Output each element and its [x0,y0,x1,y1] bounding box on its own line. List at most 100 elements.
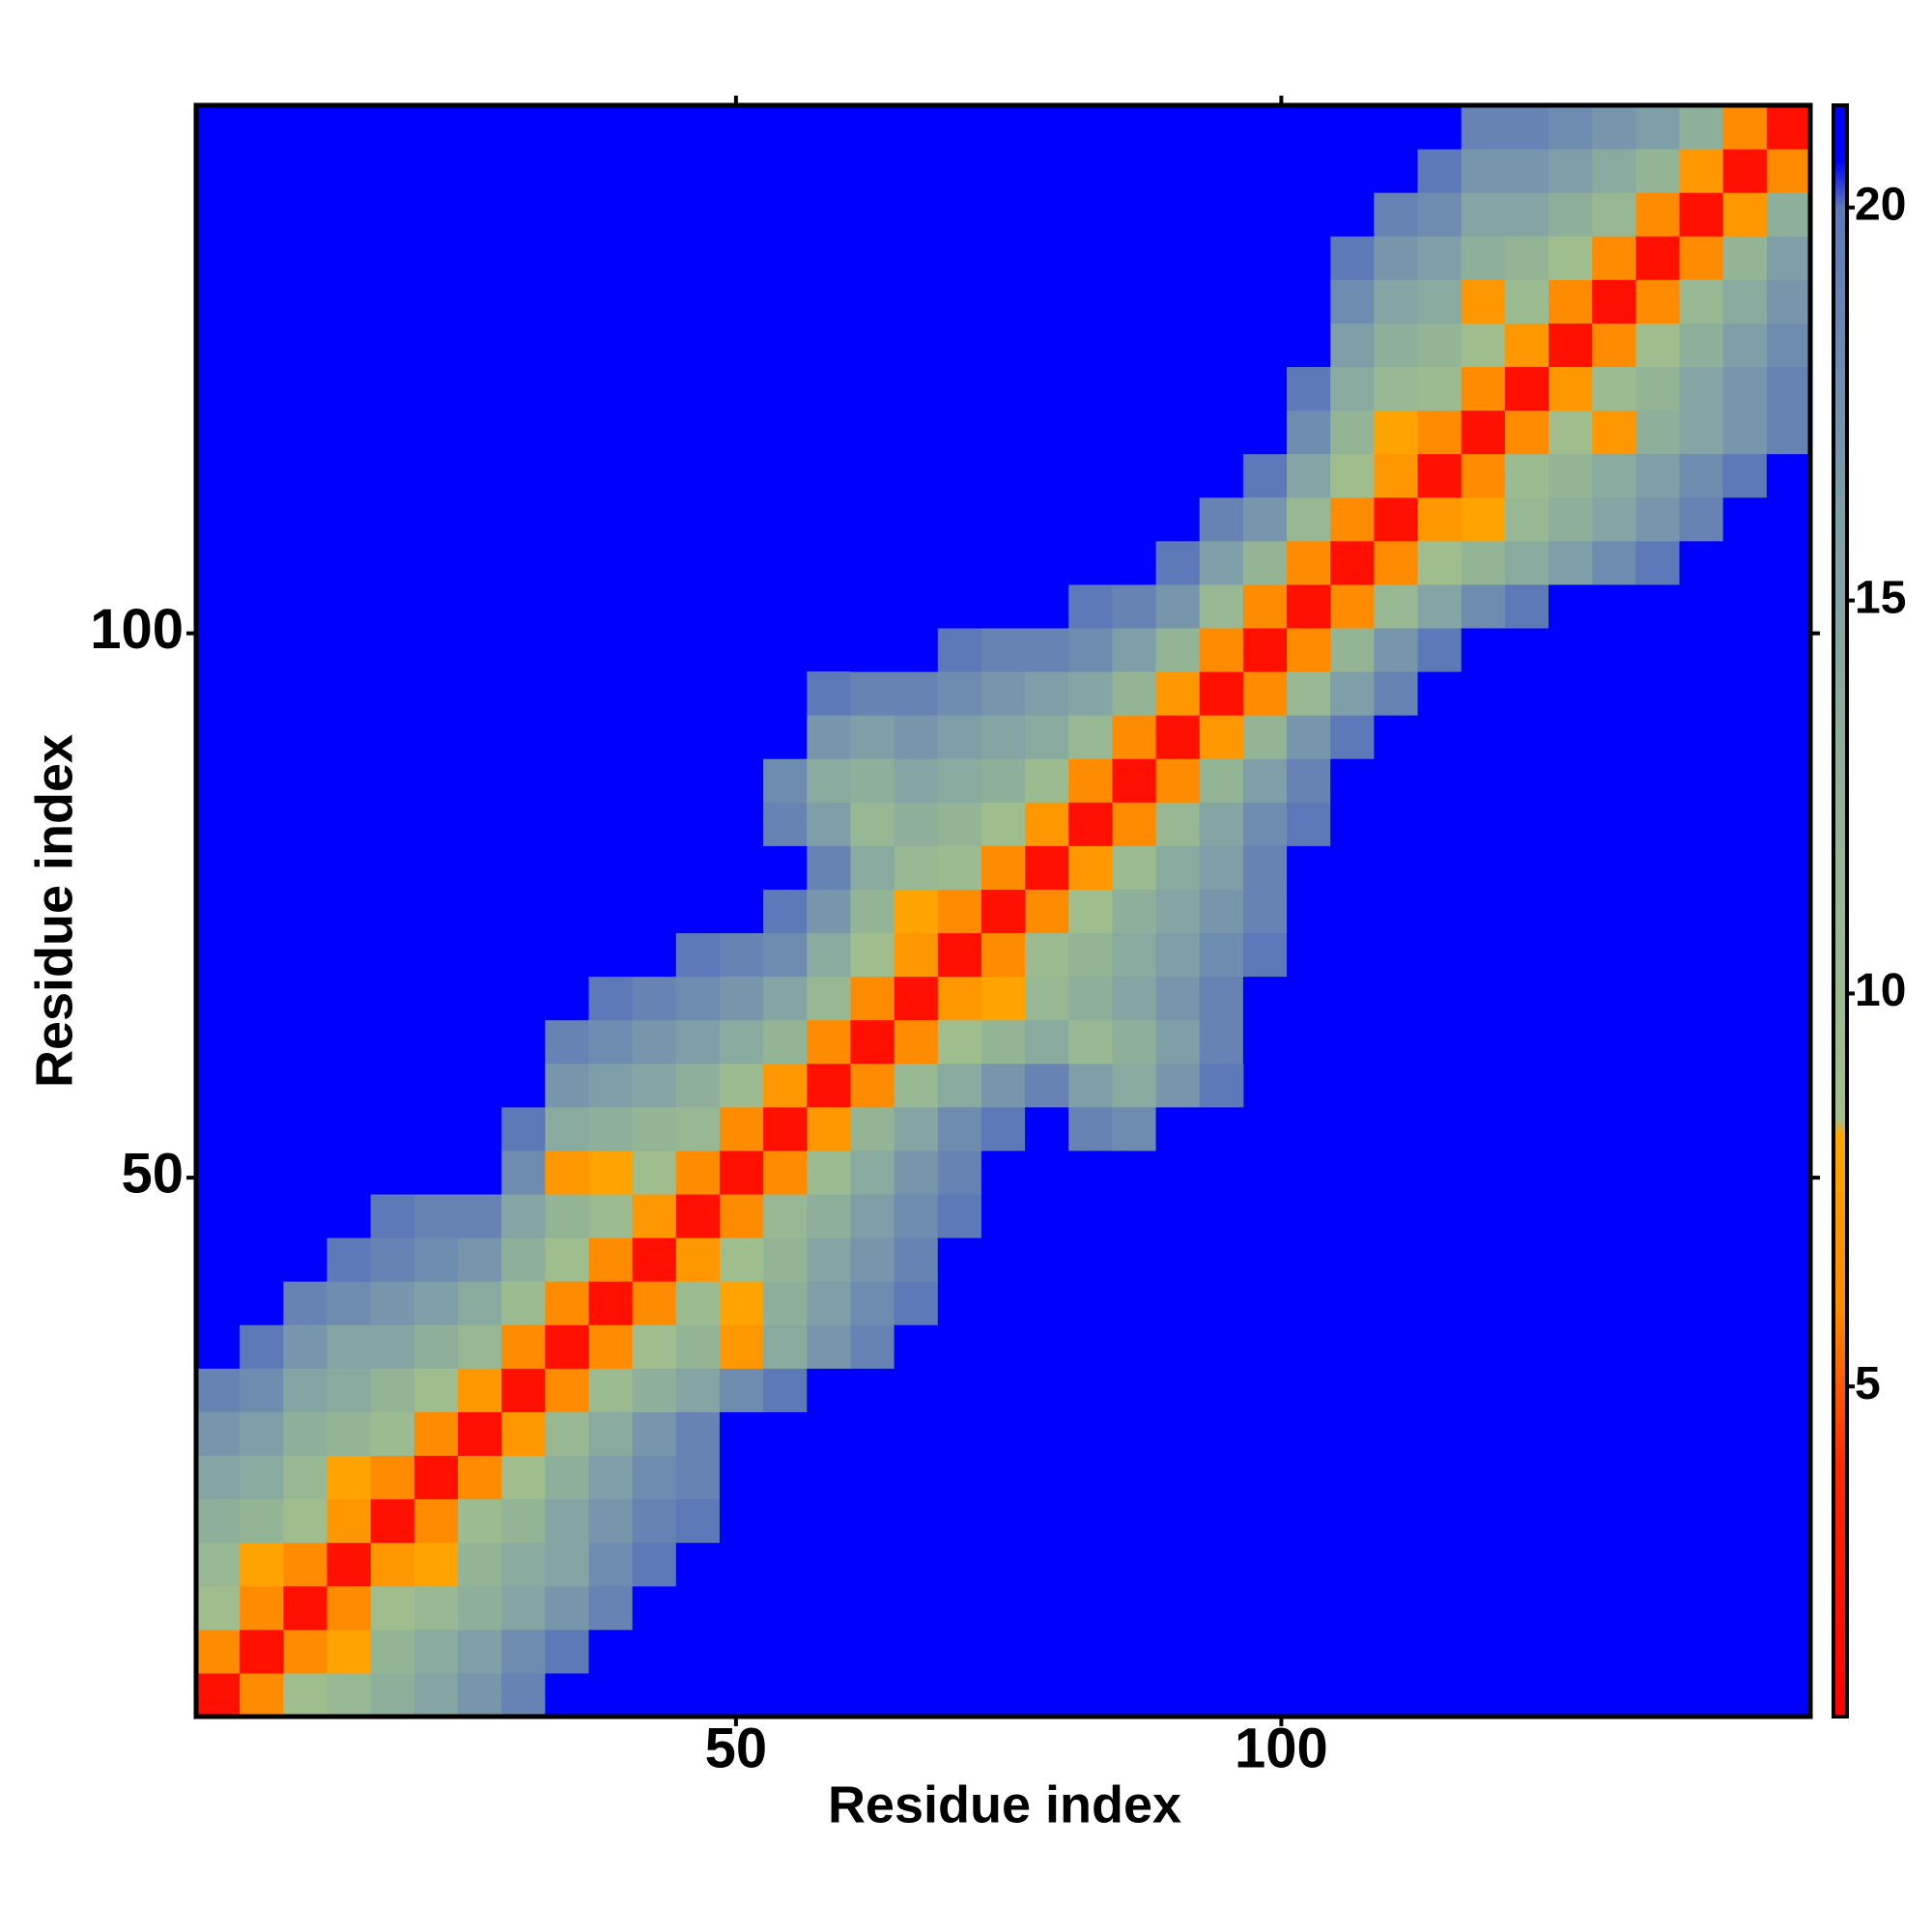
heatmap-cell [1374,149,1419,193]
heatmap-cell [937,1019,982,1065]
heatmap-cell [1592,453,1636,498]
heatmap-cell [1722,453,1768,498]
heatmap-cell [1287,540,1331,585]
heatmap-cell [370,1150,415,1195]
heatmap-cell [763,889,808,934]
heatmap-cell [632,976,677,1021]
heatmap-cell [1374,627,1419,672]
heatmap-cell [719,889,764,934]
heatmap-cell [1461,192,1506,237]
heatmap-cell [807,932,851,978]
heatmap-cell [1242,715,1288,759]
heatmap-cell [1155,845,1201,890]
heatmap-cell [894,1150,939,1195]
heatmap-cell [240,1368,284,1412]
heatmap-cell [1548,627,1593,672]
heatmap-cell [1374,802,1419,846]
heatmap-cell [807,976,851,1021]
heatmap-cell [1461,802,1506,846]
heatmap-cell [1025,932,1069,978]
heatmap-cell [1766,366,1811,412]
heatmap-cell [1374,671,1419,716]
heatmap-cell [1417,453,1463,498]
heatmap-cell [1199,497,1244,542]
heatmap-cell [1155,976,1201,1021]
heatmap-cell [850,1411,895,1457]
heatmap-cell [1287,671,1331,716]
heatmap-cell [1112,627,1157,672]
heatmap-cell [1068,715,1113,759]
heatmap-cell [1592,627,1636,672]
heatmap-cell [937,845,982,890]
heatmap-cell [1766,323,1811,367]
heatmap-cell [719,1237,764,1282]
heatmap-cell [1242,453,1288,498]
heatmap-cell [1374,105,1419,150]
heatmap-cell [1504,236,1549,280]
heatmap-cell [1155,627,1201,672]
heatmap-cell [196,1368,241,1412]
heatmap-cell [1025,1019,1069,1065]
heatmap-cell [588,1455,634,1500]
heatmap-cell [1504,540,1549,585]
heatmap-cell [1287,627,1331,672]
heatmap-cell [413,1498,459,1544]
heatmap-cell [1722,410,1768,455]
heatmap-cell [1199,932,1244,978]
heatmap-cell [370,1629,415,1674]
heatmap-cell [457,1498,502,1544]
heatmap-cell [719,1324,764,1369]
heatmap-cell [1461,323,1506,367]
heatmap-cell [894,583,939,629]
heatmap-cell [1199,671,1244,716]
heatmap-cell [501,1672,546,1718]
heatmap-cell [1635,279,1681,324]
heatmap-cell [1592,540,1636,585]
heatmap-cell [1548,279,1593,324]
heatmap-cell [1025,583,1069,629]
heatmap-cell [1287,889,1331,934]
heatmap-cell [632,1629,677,1674]
heatmap-cell [1155,671,1201,716]
heatmap-cell [370,1368,415,1412]
heatmap-cell [937,540,982,585]
heatmap-cell [196,1455,241,1500]
heatmap-cell [675,1542,721,1587]
heatmap-cell [1417,627,1463,672]
heatmap-cell [894,758,939,803]
heatmap-cell [1635,540,1681,585]
heatmap-cell [1592,366,1636,412]
heatmap-cell [1504,410,1549,455]
heatmap-cell [501,1542,546,1587]
heatmap-cell [413,1411,459,1457]
heatmap-cell [850,1324,895,1369]
heatmap-cell [1242,236,1288,280]
heatmap-cell [632,1150,677,1195]
heatmap-cell [1199,279,1244,324]
heatmap-cell [1112,1150,1157,1195]
heatmap-cell [1068,627,1113,672]
heatmap-cell [1679,366,1724,412]
heatmap-cell [632,1281,677,1325]
heatmap-cell [1112,802,1157,846]
heatmap-cell [763,802,808,846]
heatmap-cell [327,1585,372,1631]
heatmap-cell [1025,1063,1069,1108]
heatmap-cell [807,715,851,759]
heatmap-cell [196,1498,241,1544]
heatmap-cell [501,1498,546,1544]
heatmap-cell [1068,1106,1113,1151]
heatmap-cell [1330,149,1375,193]
heatmap-cell [588,889,634,934]
heatmap-cell [632,1411,677,1457]
heatmap-cell [1287,192,1331,237]
heatmap-cell [937,627,982,672]
heatmap-cell [1112,932,1157,978]
heatmap-cell [807,1237,851,1282]
heatmap-cell [850,671,895,716]
heatmap-cell [545,1019,589,1065]
heatmap-cell [413,1106,459,1151]
heatmap-cell [1025,1150,1069,1195]
heatmap-cell [588,1324,634,1369]
heatmap-cell [980,889,1026,934]
